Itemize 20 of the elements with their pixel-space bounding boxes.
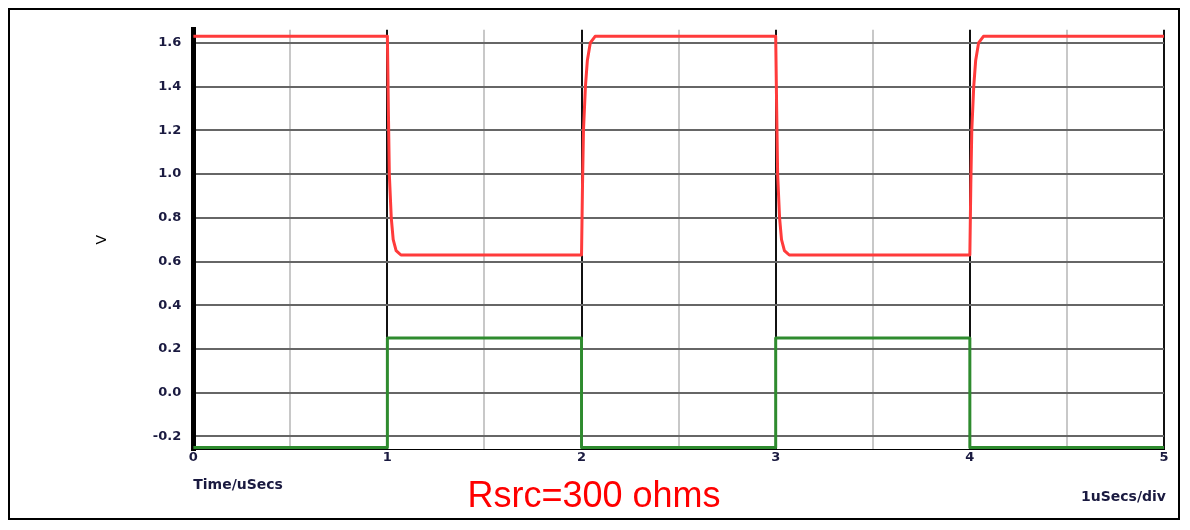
y-tick-label: 0.4 bbox=[158, 296, 182, 312]
y-tick-label: 1.6 bbox=[158, 34, 182, 50]
y-axis-title: V bbox=[93, 234, 110, 245]
text: Rsrc=300 ohms bbox=[467, 474, 721, 515]
y-tick-label: 1.0 bbox=[158, 165, 182, 181]
x-tick-label: 2 bbox=[577, 448, 587, 464]
text: 1uSecs/div bbox=[1081, 488, 1166, 504]
x-tick-label: 4 bbox=[965, 448, 975, 464]
y-tick-label: -0.2 bbox=[152, 427, 182, 443]
y-tick-label: 0.6 bbox=[158, 252, 182, 268]
y-tick-label: 1.2 bbox=[158, 121, 182, 137]
x-tick-label: 3 bbox=[771, 448, 781, 464]
y-tick-label: 1.4 bbox=[158, 78, 182, 94]
y-tick-label: 0.0 bbox=[158, 384, 182, 400]
x-tick-label: 1 bbox=[382, 448, 392, 464]
x-tick-label: 5 bbox=[1159, 448, 1169, 464]
x-axis-title: Time/uSecs bbox=[193, 476, 283, 493]
y-tick-label: 0.2 bbox=[158, 340, 182, 356]
y-tick-label: 0.8 bbox=[158, 209, 182, 225]
x-tick-label: 0 bbox=[188, 448, 198, 464]
